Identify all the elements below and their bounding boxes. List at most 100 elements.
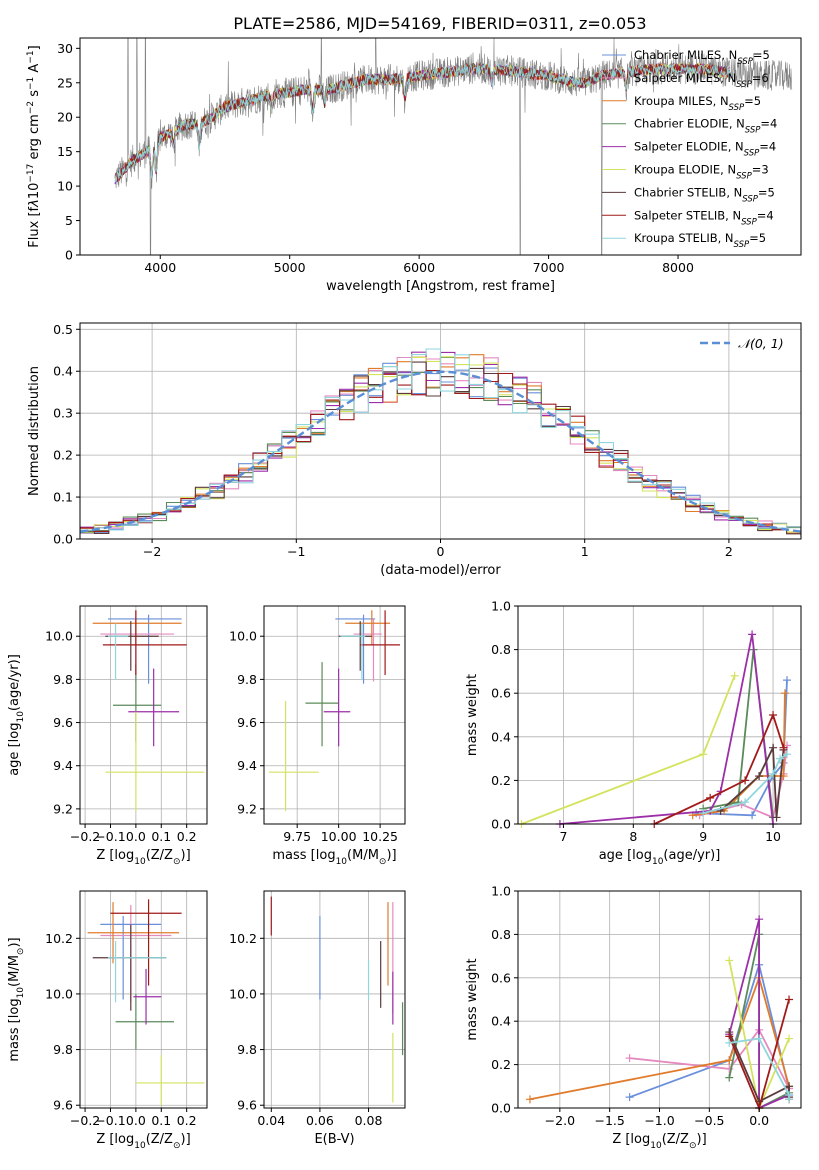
legend-entry-part: Kroupa MILES, N	[634, 94, 729, 108]
x-axis-label: Z [log10(Z/Z⊙)]	[612, 1132, 706, 1151]
weight-point-marker	[725, 956, 734, 965]
x-axis-label-part: Z [log	[96, 848, 134, 863]
y-tick-label: 0.0	[491, 1101, 511, 1116]
x-axis-label: mass [log10(M/M⊙)]	[272, 848, 396, 867]
mass-vs-ebv-panel: 0.04 0.06 0.08 9.6 9.8 10.0 10.2 E(B-V)	[229, 890, 406, 1147]
y-axis-label-part: erg cm	[27, 114, 42, 163]
y-tick-label: 1.0	[491, 884, 511, 899]
x-axis-label-part: age [log	[599, 848, 652, 863]
y-tick-label: 0.8	[491, 642, 511, 657]
residual-histogram	[80, 348, 801, 537]
weight-point-marker	[741, 798, 750, 807]
y-tick-label: 10.2	[45, 931, 73, 946]
weight-point-marker	[725, 1056, 734, 1065]
y-axis-label: mass weight	[465, 958, 480, 1040]
legend-entry-part: SSP	[742, 194, 758, 204]
weight-point-marker	[779, 743, 788, 752]
x-tick-label: 0	[437, 544, 445, 559]
axes-frame	[79, 605, 208, 825]
y-axis-label-part: ]	[27, 45, 42, 50]
weight-series-line	[559, 634, 774, 825]
weight-point-marker	[755, 1034, 764, 1043]
legend-entry: Kroupa MILES, NSSP=5	[634, 94, 761, 113]
weight-point-marker	[783, 676, 792, 685]
weight-point-marker	[699, 809, 708, 818]
weight-point-marker	[755, 772, 764, 781]
y-tick-label: 9.2	[53, 801, 73, 816]
y-tick-label: 0.5	[53, 322, 73, 337]
weight-point-marker	[525, 1095, 534, 1104]
weight-point-marker	[748, 811, 757, 820]
x-axis-label-part: (Z/Z	[146, 1132, 173, 1147]
x-tick-label: 0.0	[126, 829, 146, 844]
legend-entry: Chabrier ELODIE, NSSP=4	[634, 117, 777, 136]
spectrum-panel: 4000 5000 6000 7000 8000 0 5 10 15 20 25 30 waveleng…	[26, 37, 802, 294]
x-axis-label-part: 10	[336, 857, 348, 867]
y-tick-label: 0.4	[53, 364, 73, 379]
x-tick-label: −1.5	[594, 1113, 624, 1128]
weight-point-marker	[769, 743, 778, 752]
y-tick-label: 0.2	[53, 448, 73, 463]
x-axis-label-part: )]	[386, 848, 396, 863]
legend-entry-part: =5	[758, 185, 775, 199]
x-axis-label-part: )]	[181, 848, 191, 863]
legend-entry: 𝒩(0, 1)	[738, 336, 784, 351]
y-tick-label: 0.6	[491, 686, 511, 701]
legend-entry-part: =4	[759, 140, 776, 154]
weight-point-marker	[748, 630, 757, 639]
x-tick-label: 6000	[403, 260, 435, 275]
y-axis-label-part: 10	[27, 183, 42, 200]
x-tick-label: −1	[287, 544, 305, 559]
x-axis-label-part: mass [log	[272, 848, 335, 863]
x-tick-label: 0.06	[306, 1113, 334, 1128]
x-tick-label: 0.2	[177, 1113, 197, 1128]
legend-entry-part: SSP	[736, 80, 752, 90]
axes-frame	[79, 890, 208, 1109]
residuals-panel: −2 −1 0 1 2 0.0 0.1 0.2 0.3 0.4 0.5 (data-model)/er…	[27, 322, 802, 578]
weight-point-marker	[725, 1073, 734, 1082]
y-tick-label: 10.0	[229, 629, 257, 644]
y-tick-label: 9.6	[53, 715, 73, 730]
weight-point-marker	[625, 1054, 634, 1063]
x-tick-label: −0.1	[95, 829, 125, 844]
age-vs-z-panel: −0.2−0.1 0.0 0.1 0.29.29.49.69.810.0Z [log1…	[7, 605, 208, 867]
x-tick-label: 0.08	[355, 1113, 383, 1128]
y-tick-label: 1.0	[491, 599, 511, 614]
y-tick-label: 0.2	[491, 1057, 511, 1072]
y-tick-label: 10.0	[229, 986, 257, 1001]
y-axis-label-part: −17	[26, 164, 36, 183]
weight-point-marker	[699, 750, 708, 759]
weight-point-marker	[785, 1095, 794, 1104]
legend-entry-part: SSP	[729, 103, 745, 113]
legend-entry: Salpeter STELIB, NSSP=4	[634, 208, 774, 227]
x-axis-label-part: Z [log	[612, 1132, 650, 1147]
x-tick-label: 0.1	[151, 1113, 171, 1128]
x-axis-label-part: ⊙	[173, 857, 181, 867]
x-tick-label: 8	[629, 829, 637, 844]
legend-entry: Kroupa ELODIE, NSSP=3	[634, 163, 769, 182]
y-tick-label: 0.1	[53, 490, 73, 505]
y-axis-label-part: 10	[16, 987, 26, 999]
x-tick-label: 10.25	[362, 829, 398, 844]
x-axis-label: E(B-V)	[314, 1132, 354, 1147]
y-tick-label: 0.4	[491, 729, 511, 744]
weight-point-marker	[783, 750, 792, 759]
y-tick-label: 0.0	[491, 817, 511, 832]
x-tick-label: 5000	[274, 260, 306, 275]
x-tick-label: −1.0	[644, 1113, 674, 1128]
y-tick-label: 0.6	[491, 970, 511, 985]
y-tick-label: 9.4	[237, 758, 257, 773]
legend-entry-part: =5	[749, 231, 766, 245]
age-vs-mass-panel: 9.75 10.00 10.25 9.2 9.4 9.6 9.8 10.0 mass [log1…	[229, 605, 406, 867]
y-axis-label-part: s	[27, 90, 42, 101]
x-tick-label: 7000	[533, 260, 565, 275]
x-tick-label: 9.75	[283, 829, 311, 844]
x-tick-label: 10	[765, 829, 781, 844]
x-tick-label: 0.2	[177, 829, 197, 844]
weight-point-marker	[785, 1082, 794, 1091]
legend-entry: Chabrier STELIB, NSSP=5	[634, 185, 775, 204]
x-axis-label-part: 10	[652, 857, 664, 867]
x-tick-label: −0.2	[70, 1113, 100, 1128]
x-axis-label: wavelength [Angstrom, rest frame]	[326, 279, 555, 294]
